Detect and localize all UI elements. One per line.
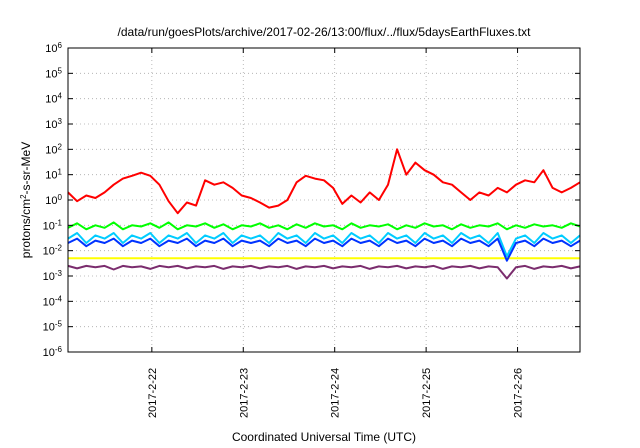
y-tick-label-base: 10 (45, 119, 57, 131)
y-tick-label-base: 10 (45, 68, 57, 80)
y-tick-label: 10-1 (43, 218, 63, 233)
series-line-5 (67, 264, 581, 280)
y-tick-label-base: 10 (43, 246, 55, 258)
x-tick-label: 2017-2-24 (330, 368, 342, 418)
y-tick-label: 105 (45, 66, 62, 81)
series-line-3 (67, 237, 581, 262)
y-tick-label-exp: -2 (55, 243, 63, 252)
series-line-2 (67, 232, 581, 258)
x-tick-label: 2017-2-26 (513, 368, 525, 418)
y-tick-label-exp: 4 (58, 91, 63, 100)
y-tick-label-exp: 3 (58, 117, 63, 126)
y-tick-label: 103 (45, 117, 62, 132)
y-tick-label-exp: 1 (58, 167, 63, 176)
x-axis-ticks: 2017-2-22 2017-2-23 2017-2-24 2017-2-25 2017… (147, 48, 525, 418)
y-tick-label: 10-5 (43, 319, 63, 334)
y-tick-label: 10-3 (43, 269, 63, 284)
grid-lines (68, 48, 580, 352)
y-tick-label-base: 10 (45, 144, 57, 156)
y-tick-label-exp: 5 (58, 66, 63, 75)
y-axis-label: protons/cm2-s-sr-MeV (19, 142, 34, 258)
data-series (67, 148, 581, 280)
y-tick-label-exp: -1 (55, 218, 63, 227)
series-line-1 (67, 221, 581, 231)
chart-title: /data/run/goesPlots/archive/2017-02-26/1… (118, 25, 532, 39)
series-line-0 (67, 148, 581, 215)
y-tick-label: 102 (45, 142, 62, 157)
y-tick-label-base: 10 (43, 271, 55, 283)
y-tick-label: 101 (45, 167, 62, 182)
y-axis-label-pre: protons/cm (19, 199, 33, 258)
y-tick-label-base: 10 (45, 94, 57, 106)
y-tick-label: 10-4 (43, 294, 63, 309)
y-tick-label-exp: -5 (55, 319, 63, 328)
y-tick-label: 100 (45, 193, 62, 208)
y-axis-label-post: -s-sr-MeV (19, 142, 33, 195)
x-axis-label: Coordinated Universal Time (UTC) (232, 430, 416, 444)
y-tick-label-exp: -6 (55, 345, 63, 354)
y-tick-label-exp: 0 (58, 193, 63, 202)
y-tick-label-base: 10 (43, 322, 55, 334)
y-tick-label-base: 10 (43, 296, 55, 308)
y-tick-label-exp: -3 (55, 269, 63, 278)
y-tick-label: 104 (45, 91, 62, 106)
y-axis-label-sup: 2 (19, 194, 28, 199)
y-axis-ticks: 10610510410310210110010-110-210-310-410-… (43, 41, 580, 360)
x-tick-label: 2017-2-23 (238, 368, 250, 418)
y-tick-label-base: 10 (43, 347, 55, 359)
y-tick-label-base: 10 (45, 43, 57, 55)
y-tick-label: 10-2 (43, 243, 63, 258)
x-tick-label: 2017-2-25 (421, 368, 433, 418)
y-tick-label-exp: 6 (58, 41, 63, 50)
y-tick-label: 10-6 (43, 345, 63, 360)
y-tick-label-base: 10 (45, 195, 57, 207)
x-tick-label: 2017-2-22 (147, 368, 159, 418)
y-tick-label: 106 (45, 41, 62, 56)
y-tick-label-base: 10 (43, 220, 55, 232)
y-tick-label-exp: 2 (58, 142, 63, 151)
y-tick-label-base: 10 (45, 170, 57, 182)
y-tick-label-exp: -4 (55, 294, 63, 303)
